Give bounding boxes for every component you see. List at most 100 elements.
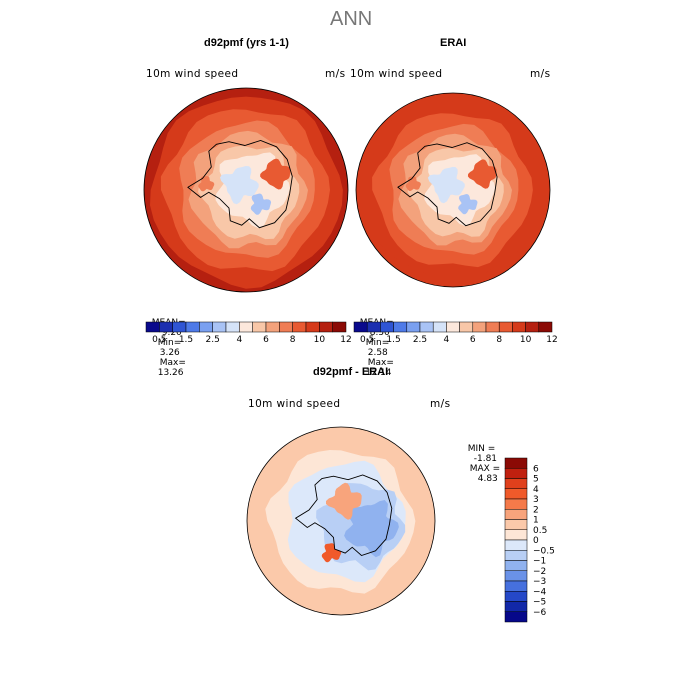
- panel2-max-value: 12.14: [365, 368, 392, 378]
- panel1-colorbar-box: [292, 321, 307, 333]
- panel3-colorbar-box: [504, 529, 528, 541]
- panel3-colorbar-box: [504, 509, 528, 520]
- panel3-min-label: MIN =: [467, 444, 496, 454]
- panel1-band-4: [250, 193, 272, 215]
- panel3-field: [247, 427, 435, 615]
- panel3-colorbar-tick: −6: [533, 608, 547, 618]
- panel2-units-label: m/s: [530, 68, 551, 80]
- panel1-colorbar-box: [332, 321, 347, 333]
- panel2-colorbar-box: [485, 321, 500, 333]
- panel2-colorbar-box: [393, 321, 408, 333]
- panel2-colorbar-box: [406, 321, 421, 333]
- panel3-colorbar-box: [504, 519, 528, 530]
- panel1-colorbar-box: [319, 321, 333, 333]
- panel3-band-neg2: [344, 500, 399, 558]
- panel3-positive-1: [326, 482, 362, 520]
- panel2-colorbar-tick: 10: [520, 335, 532, 345]
- panel1-colorbar-tick: 12: [340, 335, 351, 345]
- panel2-colorbar-box: [525, 321, 540, 333]
- panel3-colorbar-box: [504, 468, 528, 479]
- panel3-colorbar-box: [504, 488, 528, 500]
- panel2-field: [356, 93, 550, 287]
- panel1-colorbar-box: [265, 321, 280, 333]
- panel3-colorbar-box: [504, 478, 528, 489]
- panel1-colorbar-box: [172, 321, 187, 333]
- panel3-units-label: m/s: [430, 398, 451, 410]
- panel1-colorbar-box: [199, 321, 213, 333]
- panel1-colorbar-box: [305, 321, 320, 333]
- panel3-colorbar-tick: −3: [533, 577, 546, 587]
- panel2-colorbar-tick: 4: [444, 335, 450, 345]
- panel3-colorbar-tick: 4: [533, 485, 539, 495]
- panel3-colorbar-tick: 2: [533, 505, 539, 515]
- panel3-field-label: 10m wind speed: [248, 398, 341, 410]
- panel1-coastline: [187, 140, 293, 229]
- panel3-colorbar-tick: 0.5: [533, 526, 547, 536]
- panel2-title: ERAI: [440, 37, 467, 49]
- panel3-colorbar-tick: 3: [533, 495, 539, 505]
- panel2-colorbar-box: [432, 321, 447, 333]
- panel1-max-value: 13.26: [157, 368, 184, 378]
- panel3-colorbar-tick: 0: [533, 536, 539, 546]
- panel3-colorbar-tick: −1: [533, 557, 546, 567]
- panel2-max-label: Max=: [367, 358, 394, 368]
- panel2-colorbar-box: [498, 321, 513, 333]
- panel3-positive-2: [321, 543, 342, 563]
- panel3-colorbar-box: [504, 550, 528, 561]
- panel2-mean-value: 8.50: [369, 328, 390, 338]
- panel3-colorbar-box: [504, 570, 528, 582]
- panel2-min-label: Min=: [365, 338, 390, 348]
- panel1-field: [144, 88, 348, 292]
- panel1-title: d92pmf (yrs 1-1): [204, 37, 289, 49]
- panel2-colorbar-tick: 2.5: [413, 335, 427, 345]
- panel1-colorbar-box: [225, 321, 240, 333]
- panel3-colorbar-box: [504, 560, 528, 571]
- panel3-colorbar-box: [504, 498, 528, 510]
- panel1-units-label: m/s: [325, 68, 346, 80]
- panel1-colorbar-box: [212, 321, 227, 333]
- panel3-colorbar-box: [504, 611, 528, 623]
- panel1-map-border: [143, 87, 349, 293]
- panel1-colorbar-box: [159, 321, 173, 333]
- panel3-colorbar-box: [504, 591, 528, 602]
- panel3-title: d92pmf - ERAI: [313, 366, 389, 378]
- panel3-colorbar-tick: 6: [533, 464, 539, 474]
- panel1-katabatic-2: [198, 176, 215, 192]
- panel3-max-label: MAX =: [469, 464, 501, 474]
- panel1-field-label: 10m wind speed: [146, 68, 239, 80]
- panel3-colorbar-box: [504, 601, 528, 612]
- panel1-min-label: Min=: [157, 338, 182, 348]
- panel3-colorbar-tick: −0.5: [533, 546, 555, 556]
- panel1-colorbar-tick: 2.5: [206, 335, 220, 345]
- panel2-colorbar-box: [512, 321, 526, 333]
- panel2-colorbar-box: [353, 321, 368, 333]
- panel2-colorbar-box: [380, 321, 394, 333]
- panel3-map-border: [246, 426, 436, 616]
- panel3-colorbar-tick: −4: [533, 587, 547, 597]
- panel2-coastline: [397, 142, 498, 227]
- panel1-colorbar-box: [239, 321, 253, 333]
- panel2-field-label: 10m wind speed: [350, 68, 443, 80]
- panel2-colorbar-tick: 0.5: [360, 335, 374, 345]
- panel2-band-5: [427, 166, 465, 204]
- panel3-coastline: [294, 474, 393, 557]
- panel3-stats: MIN = -1.81 MAX = 4.83: [462, 434, 501, 484]
- panel1-colorbar-tick: 4: [236, 335, 242, 345]
- panel3-colorbar-box: [504, 457, 528, 469]
- panel1-colorbar-box: [145, 321, 160, 333]
- panel1-colorbar-tick: 1.5: [179, 335, 193, 345]
- panel1-colorbar-tick: 6: [263, 335, 269, 345]
- panel3-max-value: 4.83: [477, 474, 498, 484]
- panel1-min-value: 3.26: [159, 348, 180, 358]
- panel2-colorbar-box: [446, 321, 460, 333]
- panel2-katabatic-1: [467, 159, 497, 189]
- panel1-mean-value: 9.20: [161, 328, 182, 338]
- panel1-katabatic-1: [260, 158, 291, 190]
- panel3-min-value: -1.81: [473, 454, 498, 464]
- panel3-colorbar-tick: −2: [533, 567, 546, 577]
- panel1-band-5: [220, 166, 259, 205]
- panel2-colorbar-box: [472, 321, 487, 333]
- panel1-max-label: Max=: [159, 358, 186, 368]
- panel2-colorbar-tick: 12: [546, 335, 557, 345]
